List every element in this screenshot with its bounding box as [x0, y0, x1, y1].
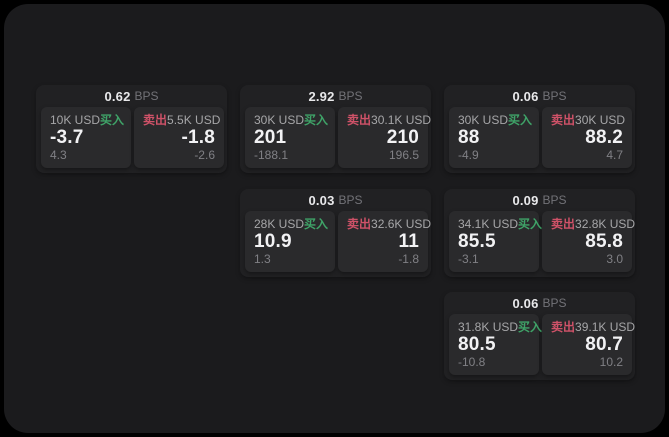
buy-price: -3.7 — [50, 127, 84, 148]
buy-size: 28K USD — [254, 217, 305, 231]
card-header: 0.62 BPS — [36, 85, 227, 107]
buy-price: 80.5 — [458, 334, 496, 355]
buy-label: 买入 — [518, 320, 543, 334]
buy-price: 201 — [254, 127, 287, 148]
sell-price: 210 — [386, 127, 419, 148]
bps-value: 0.06 — [512, 295, 539, 311]
buy-price: 10.9 — [254, 231, 292, 252]
quote-card-4: 0.03 BPS 28K USD 买入 10.9 1.3 卖出 32.6K US… — [240, 189, 431, 277]
buy-size: 34.1K USD — [458, 217, 519, 231]
sell-delta: 3.0 — [606, 252, 623, 266]
buy-price: 85.5 — [458, 231, 496, 252]
bps-value: 0.06 — [512, 88, 539, 104]
sell-size: 39.1K USD — [575, 320, 636, 334]
sell-delta: -2.6 — [194, 148, 215, 162]
quote-card-2: 2.92 BPS 30K USD 买入 201 -188.1 卖出 30.1K … — [240, 85, 431, 173]
sell-price: -1.8 — [181, 127, 215, 148]
sell-delta: -1.8 — [398, 252, 419, 266]
buy-tile[interactable]: 28K USD 买入 10.9 1.3 — [245, 211, 335, 272]
card-header: 0.06 BPS — [444, 85, 635, 107]
buy-tile[interactable]: 10K USD 买入 -3.7 4.3 — [41, 107, 131, 168]
buy-size: 30K USD — [254, 113, 305, 127]
sell-price: 11 — [398, 231, 419, 252]
bps-value: 2.92 — [308, 88, 335, 104]
buy-label: 买入 — [304, 217, 329, 231]
sell-size: 30K USD — [575, 113, 626, 127]
card-body: 31.8K USD 买入 80.5 -10.8 卖出 39.1K USD 80.… — [444, 314, 635, 375]
buy-label: 买入 — [518, 217, 543, 231]
buy-tile[interactable]: 30K USD 买入 88 -4.9 — [449, 107, 539, 168]
buy-size: 10K USD — [50, 113, 101, 127]
sell-tile[interactable]: 卖出 32.6K USD 11 -1.8 — [338, 211, 432, 272]
sell-tile[interactable]: 卖出 5.5K USD -1.8 -2.6 — [134, 107, 224, 168]
bps-value: 0.62 — [104, 88, 131, 104]
main-panel: 0.62 BPS 10K USD 买入 -3.7 4.3 卖出 5.5K USD… — [4, 4, 665, 433]
buy-delta: 4.3 — [50, 148, 67, 162]
buy-label: 买入 — [100, 113, 125, 127]
sell-price: 85.8 — [585, 231, 623, 252]
sell-label: 卖出 — [347, 113, 372, 127]
card-header: 0.03 BPS — [240, 189, 431, 211]
buy-tile[interactable]: 31.8K USD 买入 80.5 -10.8 — [449, 314, 543, 375]
quote-card-5: 0.09 BPS 34.1K USD 买入 85.5 -3.1 卖出 32.8K… — [444, 189, 635, 277]
buy-label: 买入 — [304, 113, 329, 127]
buy-size: 30K USD — [458, 113, 509, 127]
sell-tile[interactable]: 卖出 39.1K USD 80.7 10.2 — [542, 314, 636, 375]
bps-value: 0.09 — [512, 192, 539, 208]
card-body: 28K USD 买入 10.9 1.3 卖出 32.6K USD 11 -1.8 — [240, 211, 431, 272]
sell-size: 32.6K USD — [371, 217, 432, 231]
buy-tile[interactable]: 30K USD 买入 201 -188.1 — [245, 107, 335, 168]
sell-price: 80.7 — [585, 334, 623, 355]
card-header: 0.06 BPS — [444, 292, 635, 314]
card-body: 34.1K USD 买入 85.5 -3.1 卖出 32.8K USD 85.8… — [444, 211, 635, 272]
quote-card-3: 0.06 BPS 30K USD 买入 88 -4.9 卖出 30K USD 8… — [444, 85, 635, 173]
sell-size: 30.1K USD — [371, 113, 432, 127]
sell-label: 卖出 — [551, 217, 576, 231]
bps-unit-label: BPS — [338, 193, 363, 207]
buy-delta: -10.8 — [458, 355, 486, 369]
buy-delta: -3.1 — [458, 252, 479, 266]
sell-tile[interactable]: 卖出 30K USD 88.2 4.7 — [542, 107, 632, 168]
sell-label: 卖出 — [551, 113, 576, 127]
bps-unit-label: BPS — [542, 89, 567, 103]
card-body: 30K USD 买入 201 -188.1 卖出 30.1K USD 210 1… — [240, 107, 431, 168]
quote-card-6: 0.06 BPS 31.8K USD 买入 80.5 -10.8 卖出 39.1… — [444, 292, 635, 380]
bps-unit-label: BPS — [338, 89, 363, 103]
bps-value: 0.03 — [308, 192, 335, 208]
sell-price: 88.2 — [585, 127, 623, 148]
sell-delta: 4.7 — [606, 148, 623, 162]
sell-delta: 10.2 — [599, 355, 623, 369]
sell-delta: 196.5 — [388, 148, 419, 162]
sell-label: 卖出 — [143, 113, 168, 127]
sell-label: 卖出 — [347, 217, 372, 231]
sell-size: 5.5K USD — [167, 113, 221, 127]
card-header: 2.92 BPS — [240, 85, 431, 107]
bps-unit-label: BPS — [134, 89, 159, 103]
buy-price: 88 — [458, 127, 480, 148]
sell-label: 卖出 — [551, 320, 576, 334]
sell-size: 32.8K USD — [575, 217, 636, 231]
buy-size: 31.8K USD — [458, 320, 519, 334]
quote-card-1: 0.62 BPS 10K USD 买入 -3.7 4.3 卖出 5.5K USD… — [36, 85, 227, 173]
sell-tile[interactable]: 卖出 30.1K USD 210 196.5 — [338, 107, 432, 168]
card-body: 10K USD 买入 -3.7 4.3 卖出 5.5K USD -1.8 -2.… — [36, 107, 227, 168]
buy-delta: -188.1 — [254, 148, 289, 162]
card-header: 0.09 BPS — [444, 189, 635, 211]
buy-tile[interactable]: 34.1K USD 买入 85.5 -3.1 — [449, 211, 543, 272]
card-body: 30K USD 买入 88 -4.9 卖出 30K USD 88.2 4.7 — [444, 107, 635, 168]
buy-delta: -4.9 — [458, 148, 479, 162]
bps-unit-label: BPS — [542, 296, 567, 310]
buy-delta: 1.3 — [254, 252, 271, 266]
sell-tile[interactable]: 卖出 32.8K USD 85.8 3.0 — [542, 211, 636, 272]
buy-label: 买入 — [508, 113, 533, 127]
bps-unit-label: BPS — [542, 193, 567, 207]
